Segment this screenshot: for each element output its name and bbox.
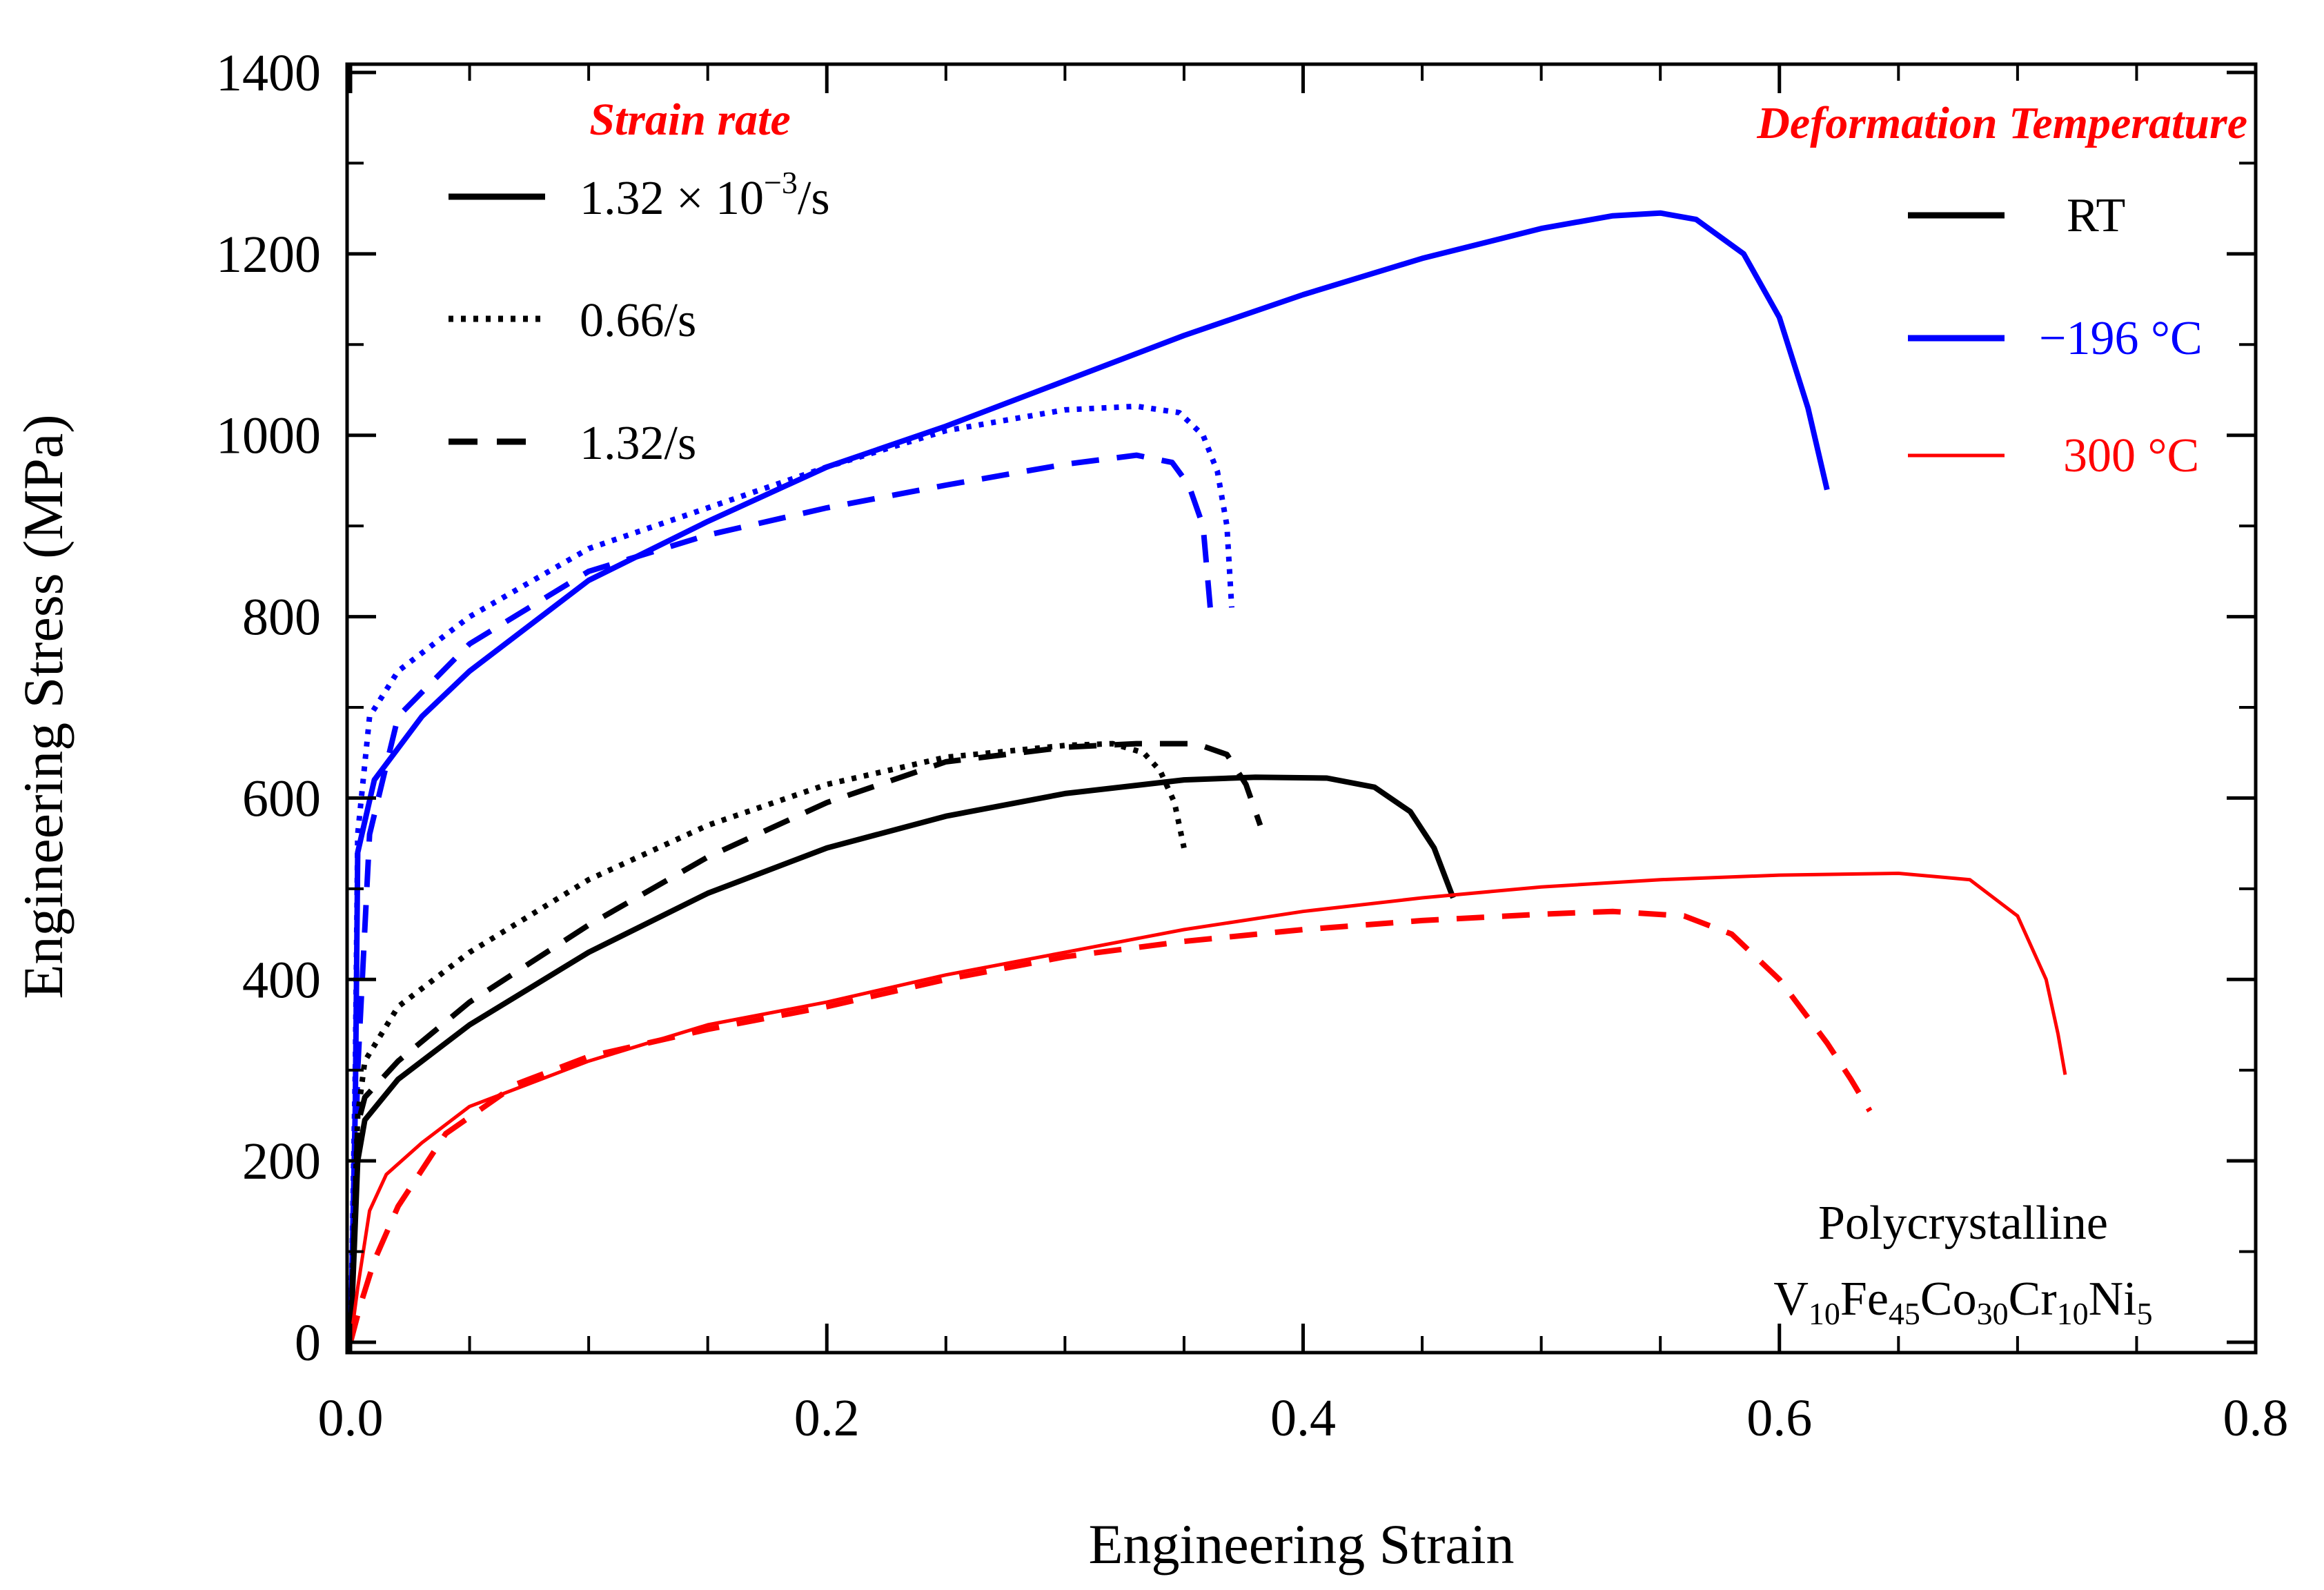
y-tick-label: 1200 <box>216 226 321 284</box>
x-tick-label: 0.4 <box>1270 1389 1336 1447</box>
annotation-formula: V10Fe45Co30Cr10Ni5 <box>1773 1273 2152 1331</box>
x-axis-label: Engineering Strain <box>1088 1513 1514 1576</box>
legend-temperature-title: Deformation Temperature <box>1756 98 2247 148</box>
legend-label-cryo: −196 °C <box>2039 312 2203 365</box>
series-line-7 <box>348 908 1873 1344</box>
y-tick-label: 200 <box>242 1132 321 1190</box>
series-line-0 <box>348 210 1830 1343</box>
series-line-5 <box>348 740 1263 1343</box>
y-tick-label: 600 <box>242 769 321 827</box>
y-tick-label: 0 <box>295 1314 321 1372</box>
series-line-6 <box>348 872 2067 1343</box>
axis-ticks: 0.0 0.2 0.4 0.6 0.8 0 200 400 600 800 1000 1200 1400 <box>216 44 2289 1447</box>
series-line-1 <box>348 403 1234 1343</box>
y-tick-label: 1400 <box>216 44 321 102</box>
series-line-3 <box>348 774 1456 1343</box>
legend-temperature: Deformation Temperature RT −196 °C 300 °… <box>1756 98 2247 482</box>
legend-label-medium-rate: 0.66/s <box>580 294 696 347</box>
y-tick-label: 800 <box>242 589 321 647</box>
series-line-2 <box>348 452 1213 1343</box>
series-line-4 <box>348 740 1187 1343</box>
legend-strain-rate: Strain rate 1.32 × 10−3/s 0.66/s 1.32/s <box>449 95 830 470</box>
x-tick-label: 0.6 <box>1746 1389 1812 1447</box>
x-tick-label: 0.0 <box>318 1389 384 1447</box>
legend-label-fast-rate: 1.32/s <box>580 417 696 470</box>
y-axis-label: Engineering Stress (MPa) <box>12 414 75 999</box>
legend-label-slow-rate: 1.32 × 10−3/s <box>580 165 830 225</box>
material-annotation: Polycrystalline V10Fe45Co30Cr10Ni5 <box>1773 1197 2152 1331</box>
legend-label-hot: 300 °C <box>2063 429 2199 482</box>
y-tick-label: 400 <box>242 951 321 1009</box>
x-tick-label: 0.8 <box>2223 1389 2289 1447</box>
x-tick-label: 0.2 <box>794 1389 860 1447</box>
legend-strain-rate-title: Strain rate <box>589 95 791 145</box>
legend-label-rt: RT <box>2067 189 2125 242</box>
plot-frame <box>345 62 2258 1355</box>
annotation-line-1: Polycrystalline <box>1818 1197 2108 1250</box>
plot-layer <box>348 210 2067 1344</box>
y-tick-label: 1000 <box>216 407 321 465</box>
